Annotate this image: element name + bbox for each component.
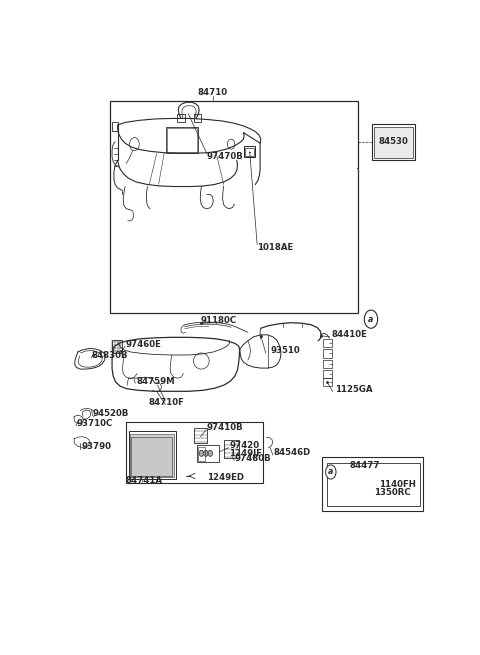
Text: a: a <box>328 468 334 476</box>
Bar <box>110 102 358 313</box>
Bar <box>166 127 198 153</box>
Circle shape <box>208 450 213 457</box>
Bar <box>129 430 177 479</box>
Bar <box>324 349 332 358</box>
Text: 84710: 84710 <box>197 88 228 97</box>
Bar <box>327 463 420 506</box>
Bar <box>112 122 118 131</box>
Text: 97470B: 97470B <box>207 152 244 161</box>
Text: 84741A: 84741A <box>125 476 162 485</box>
Bar <box>245 147 254 156</box>
Text: 97420: 97420 <box>229 441 259 450</box>
Text: 84546D: 84546D <box>274 448 311 457</box>
Text: 93510: 93510 <box>270 346 300 356</box>
Bar <box>324 339 332 347</box>
Bar <box>167 128 196 152</box>
Bar <box>198 447 205 461</box>
Bar <box>322 457 423 512</box>
Text: 1140FH: 1140FH <box>379 479 416 489</box>
Text: 1125GA: 1125GA <box>335 385 373 394</box>
Text: 84830B: 84830B <box>92 352 128 360</box>
Bar <box>324 369 332 378</box>
Text: 84759M: 84759M <box>136 377 175 386</box>
Text: 1249JF: 1249JF <box>229 449 262 458</box>
Bar <box>372 124 415 160</box>
Bar <box>374 126 413 158</box>
Text: 93710C: 93710C <box>76 419 113 428</box>
Text: 94520B: 94520B <box>93 409 129 418</box>
Text: 97460E: 97460E <box>125 340 161 349</box>
Circle shape <box>204 450 208 457</box>
Text: 84477: 84477 <box>350 461 380 470</box>
Text: 1249ED: 1249ED <box>207 472 244 481</box>
Text: 93790: 93790 <box>82 442 111 451</box>
Bar <box>224 440 239 458</box>
Bar <box>197 445 219 462</box>
Bar <box>324 378 332 386</box>
Text: 97480B: 97480B <box>235 454 272 463</box>
Circle shape <box>325 465 336 479</box>
Bar <box>112 340 122 353</box>
Circle shape <box>364 310 378 328</box>
Text: 84530: 84530 <box>378 137 408 145</box>
Text: 84710F: 84710F <box>148 398 184 407</box>
Bar <box>194 428 207 443</box>
Bar <box>324 360 332 367</box>
Text: a: a <box>368 314 373 324</box>
Text: 97410B: 97410B <box>207 423 243 432</box>
Bar <box>130 434 174 477</box>
Bar <box>244 146 255 157</box>
Bar <box>177 114 185 122</box>
Text: 1018AE: 1018AE <box>257 243 293 252</box>
Bar <box>126 422 263 483</box>
Circle shape <box>199 450 204 457</box>
Bar <box>131 437 172 476</box>
Text: 84410E: 84410E <box>332 330 367 339</box>
Text: 91180C: 91180C <box>200 316 236 325</box>
Bar <box>194 114 202 122</box>
Text: 1350RC: 1350RC <box>374 488 411 496</box>
